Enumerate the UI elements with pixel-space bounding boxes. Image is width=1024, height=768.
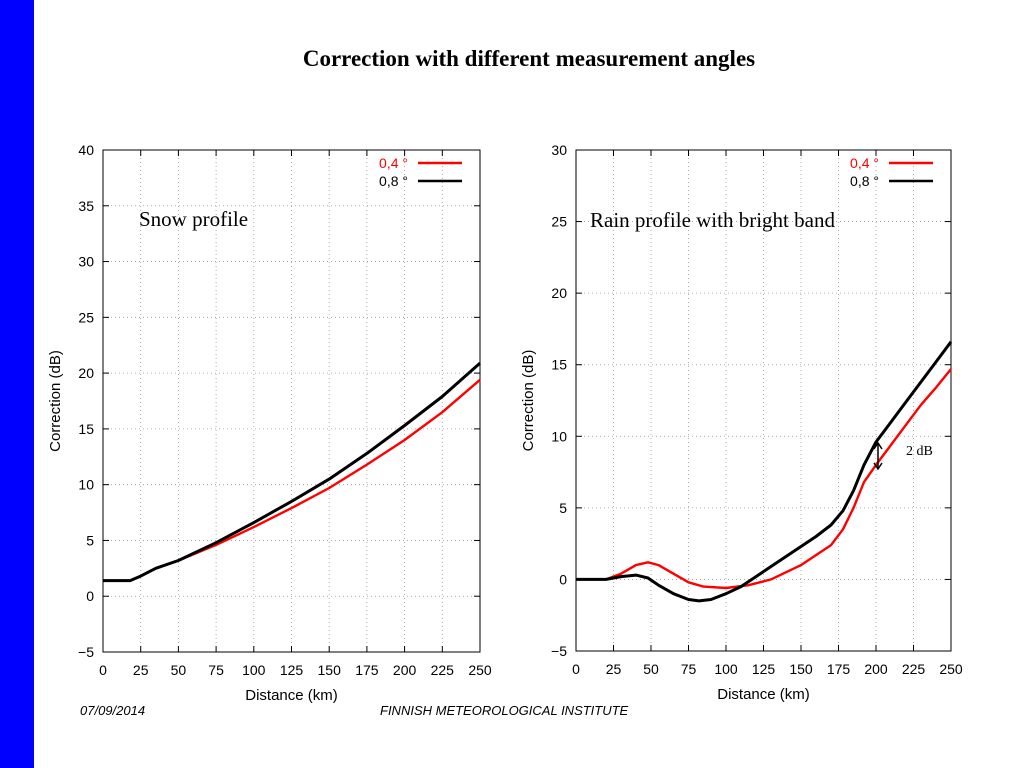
x-tick-label: 50 (171, 662, 187, 678)
y-tick-label: 0 (86, 588, 94, 604)
y-tick-label: 20 (551, 285, 567, 301)
y-axis-label: Correction (dB) (520, 350, 537, 452)
x-tick-label: 200 (393, 662, 417, 678)
x-tick-label: 150 (318, 662, 342, 678)
x-tick-label: 25 (606, 661, 622, 677)
x-tick-label: 250 (468, 662, 492, 678)
y-tick-label: −5 (78, 644, 94, 660)
x-tick-label: 25 (133, 662, 149, 678)
x-tick-label: 125 (280, 662, 304, 678)
y-tick-label: 30 (551, 142, 567, 158)
y-tick-label: 35 (78, 198, 94, 214)
x-tick-label: 100 (242, 662, 266, 678)
y-tick-label: 20 (78, 365, 94, 381)
y-tick-label: 10 (78, 477, 94, 493)
snow-profile-annotation: Snow profile (139, 207, 249, 231)
x-tick-label: 50 (643, 661, 659, 677)
series-line-angle-04 (576, 368, 952, 590)
x-tick-label: 200 (864, 661, 888, 677)
y-tick-label: 15 (78, 421, 94, 437)
x-tick-label: 0 (99, 662, 107, 678)
arrow-head-up (873, 441, 883, 450)
slide-title: Correction with different measurement an… (302, 46, 756, 71)
arrow-head-down (873, 462, 883, 471)
y-tick-label: 25 (78, 309, 94, 325)
x-tick-label: 125 (752, 661, 776, 677)
x-tick-label: 175 (827, 661, 851, 677)
side-accent-bar (0, 0, 34, 768)
x-axis-label: Distance (km) (717, 686, 810, 703)
y-tick-label: −5 (551, 643, 567, 659)
y-tick-label: 0 (559, 571, 567, 587)
y-tick-label: 5 (86, 532, 94, 548)
x-tick-label: 75 (681, 661, 697, 677)
legend-label: 0,8 ° (850, 173, 879, 189)
x-tick-label: 100 (714, 661, 738, 677)
x-tick-label: 225 (431, 662, 455, 678)
footer-date: 07/09/2014 (80, 703, 146, 718)
y-tick-label: 10 (551, 428, 567, 444)
footer-organization: FINNISH METEOROLOGICAL INSTITUTE (380, 703, 629, 718)
x-axis-label: Distance (km) (245, 687, 338, 704)
y-tick-label: 30 (78, 254, 94, 270)
legend-label: 0,8 ° (379, 173, 408, 189)
y-tick-label: 25 (551, 214, 567, 230)
x-tick-label: 150 (789, 661, 813, 677)
arrow-label: 2 dB (906, 444, 933, 459)
legend-label: 0,4 ° (379, 155, 408, 171)
rain-profile-annotation: Rain profile with bright band (590, 208, 835, 232)
y-tick-label: 15 (551, 357, 567, 373)
y-tick-label: 40 (78, 142, 94, 158)
x-tick-label: 175 (355, 662, 379, 678)
series-line-angle-08 (576, 340, 953, 603)
x-tick-label: 0 (572, 661, 580, 677)
y-tick-label: 5 (559, 500, 567, 516)
x-tick-label: 75 (208, 662, 224, 678)
x-tick-label: 225 (902, 661, 926, 677)
legend-label: 0,4 ° (850, 155, 879, 171)
series-line-angle-08 (103, 361, 481, 583)
y-axis-label: Correction (dB) (47, 350, 64, 452)
x-tick-label: 250 (939, 661, 963, 677)
